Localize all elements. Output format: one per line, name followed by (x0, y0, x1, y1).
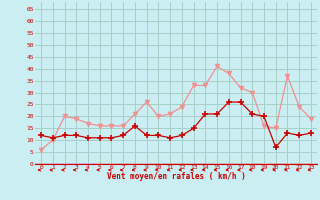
X-axis label: Vent moyen/en rafales ( km/h ): Vent moyen/en rafales ( km/h ) (107, 172, 245, 181)
